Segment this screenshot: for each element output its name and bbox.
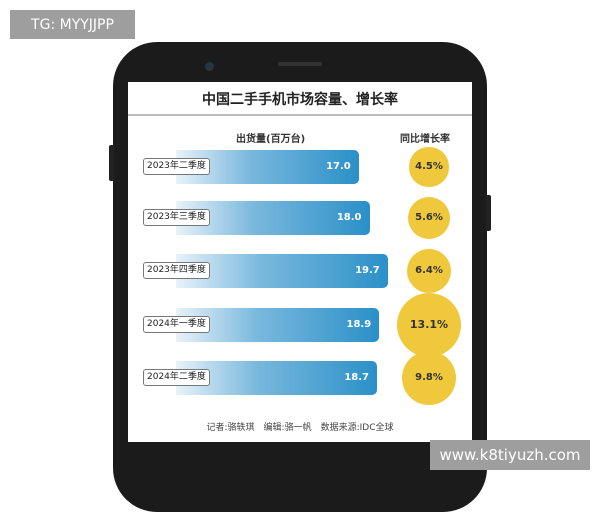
bar-value-label: 18.0 — [336, 212, 362, 223]
bar: 19.7 — [176, 254, 388, 288]
category-label: 2024年一季度 — [143, 316, 210, 333]
growth-circle: 9.8% — [401, 350, 457, 406]
growth-circle: 5.6% — [407, 196, 451, 240]
bar-value-label: 19.7 — [355, 265, 380, 276]
category-label: 2023年四季度 — [143, 262, 210, 279]
phone-side-button — [109, 145, 114, 181]
growth-circle: 6.4% — [406, 248, 452, 294]
bar-value-label: 18.9 — [346, 319, 372, 330]
growth-header: 同比增长率 — [400, 134, 450, 145]
chart-footer: 记者:骆轶琪 编辑:骆一帆 数据来源:IDC全球 — [206, 423, 394, 433]
camera-icon — [205, 62, 214, 71]
bar-header: 出货量(百万台) — [236, 134, 306, 145]
category-label: 2023年二季度 — [143, 158, 210, 175]
speaker — [278, 62, 322, 66]
growth-circle: 13.1% — [397, 293, 461, 357]
watermark-top: TG: MYYJJPP — [10, 10, 135, 39]
watermark-bottom: www.k8tiyuzh.com — [430, 440, 590, 470]
chart-title: 中国二手手机市场容量、增长率 — [128, 86, 472, 116]
phone-side-button — [486, 195, 491, 231]
bar-value-label: 17.0 — [326, 161, 351, 172]
category-label: 2024年二季度 — [143, 369, 210, 386]
bar-value-label: 18.7 — [344, 372, 370, 383]
chart-screen: 中国二手手机市场容量、增长率 出货量(百万台) 同比增长率 记者:骆轶琪 编辑:… — [128, 82, 472, 442]
growth-circle: 4.5% — [409, 147, 449, 187]
category-label: 2023年三季度 — [143, 209, 210, 226]
